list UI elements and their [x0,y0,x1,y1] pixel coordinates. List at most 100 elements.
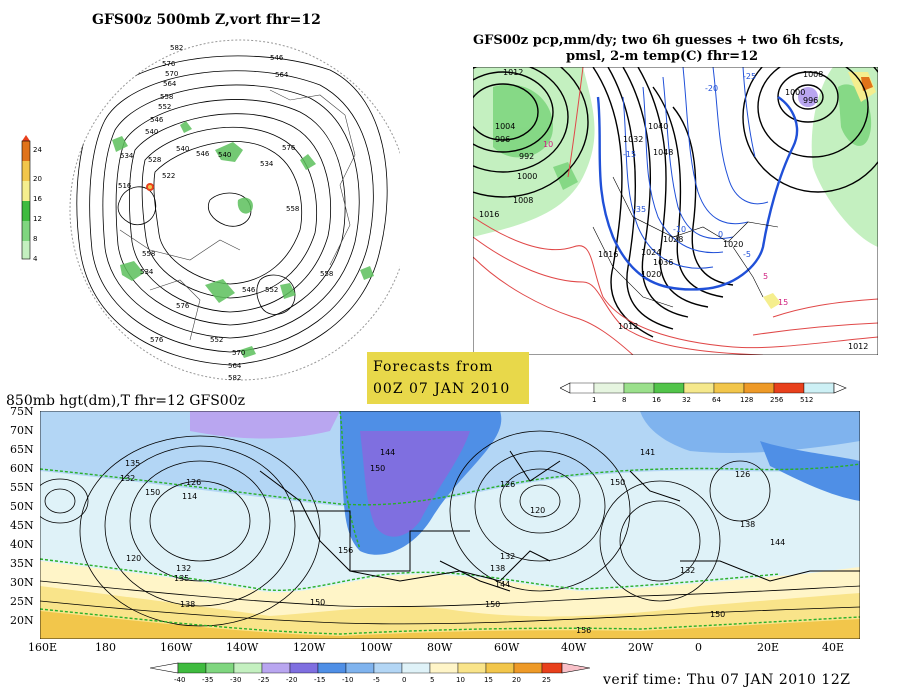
lat-label: 25N [10,595,34,608]
temp-label: -10 [673,225,686,234]
contour-label: 546 [196,150,210,158]
isobar-label: 1020 [723,240,743,249]
polar-colorbar [21,135,31,260]
lon-label: 180 [95,641,116,654]
colorbar-tick: 20 [512,676,521,684]
colorbar-tick: 8 [33,235,38,243]
isobar-label: 1012 [848,342,868,351]
isobar-label: 1048 [653,148,673,157]
height-label: 138 [180,600,195,609]
lon-label: 20W [628,641,654,654]
colorbar-tick: 32 [682,396,691,404]
colorbar-tick: 5 [430,676,435,684]
lat-label: 20N [10,614,34,627]
height-label: 150 [710,610,725,619]
contour-label: 564 [275,71,289,79]
lon-label: 100W [360,641,393,654]
lat-label: 60N [10,462,34,475]
isobar-label: 996 [495,135,510,144]
lon-label: 120W [293,641,326,654]
isobar-label: 1004 [495,122,515,131]
colorbar-tick: 16 [652,396,661,404]
temp850-panel-title: 850mb hgt(dm),T fhr=12 GFS00z [6,393,245,409]
isobar-label: 992 [519,152,534,161]
height-label: 150 [610,478,625,487]
height-label: 132 [176,564,191,573]
temp-label: 0 [718,230,723,239]
contour-label: 546 [242,286,256,294]
colorbar-tick: 8 [622,396,627,404]
colorbar-tick: -15 [314,676,326,684]
lat-label: 45N [10,519,34,532]
contour-label: 552 [265,286,278,294]
height-label: 126 [186,478,201,487]
colorbar-tick: 128 [740,396,754,404]
lon-label: 140W [226,641,259,654]
lon-label: 80W [427,641,453,654]
verif-time: verif time: Thu 07 JAN 2010 12Z [603,672,851,688]
colorbar-tick: -5 [373,676,380,684]
colorbar-tick: -30 [230,676,242,684]
contour-label: 576 [176,302,190,310]
colorbar-tick: 20 [33,175,42,183]
colorbar-tick: 4 [33,255,38,263]
colorbar-tick: 64 [712,396,721,404]
colorbar-tick: -40 [174,676,186,684]
height-label: 144 [380,448,395,457]
height-label: 144 [770,538,785,547]
height-label: 138 [740,520,755,529]
contour-label: 552 [210,336,223,344]
height-label: 150 [370,464,385,473]
contour-label: 576 [150,336,164,344]
lat-label: 70N [10,424,34,437]
isobar-label: 1008 [803,70,823,79]
precip-pmsl-map: 1012 1004 996 992 1000 1008 1016 1024 10… [473,67,878,355]
lat-label: 40N [10,538,34,551]
isobar-label: 1016 [598,250,618,259]
temp-label: -35 [633,205,646,214]
isobar-label: 1032 [623,135,643,144]
height-label: 132 [500,552,515,561]
temp-label: -20 [705,84,718,93]
lon-label: 20E [757,641,780,654]
colorbar-tick: -35 [202,676,214,684]
temp850-colorbar [150,662,590,674]
contour-label: 558 [142,250,155,258]
lat-label: 65N [10,443,34,456]
height-label: 132 [680,566,695,575]
colorbar-tick: 256 [770,396,784,404]
colorbar-tick: 12 [33,215,42,223]
colorbar-tick: -25 [258,676,270,684]
contour-label: 570 [165,70,178,78]
contour-label: 552 [158,103,171,111]
height-label: 120 [126,554,141,563]
contour-label: 564 [163,80,177,88]
contour-label: 534 [140,268,154,276]
contour-label: 522 [162,172,175,180]
colorbar-tick: 16 [33,195,42,203]
isobar-label: 1012 [503,68,523,77]
temp850-map: 135 132 126 114 120 126 132 135 144 150 … [40,411,860,639]
colorbar-tick: -20 [286,676,298,684]
contour-label: 540 [218,151,231,159]
isobar-label: 1024 [641,248,661,257]
lat-label: 50N [10,500,34,513]
contour-label: 570 [232,349,245,357]
colorbar-tick: 25 [542,676,551,684]
forecast-from-label: Forecasts from [373,359,494,375]
height-label: 132 [120,474,135,483]
colorbar-tick: 0 [402,676,407,684]
temp-label: -25 [743,72,756,81]
contour-label: 540 [176,145,189,153]
height-label: 135 [174,574,189,583]
precip-colorbar [560,382,847,394]
colorbar-tick: -10 [342,676,354,684]
lat-label: 75N [10,405,34,418]
height-label: 150 [145,488,160,497]
isobar-label: 1000 [517,172,537,181]
contour-label: 564 [228,362,242,370]
height-label: 138 [490,564,505,573]
lon-label: 40W [561,641,587,654]
contour-label: 540 [145,128,158,136]
height-label: 141 [640,448,655,457]
